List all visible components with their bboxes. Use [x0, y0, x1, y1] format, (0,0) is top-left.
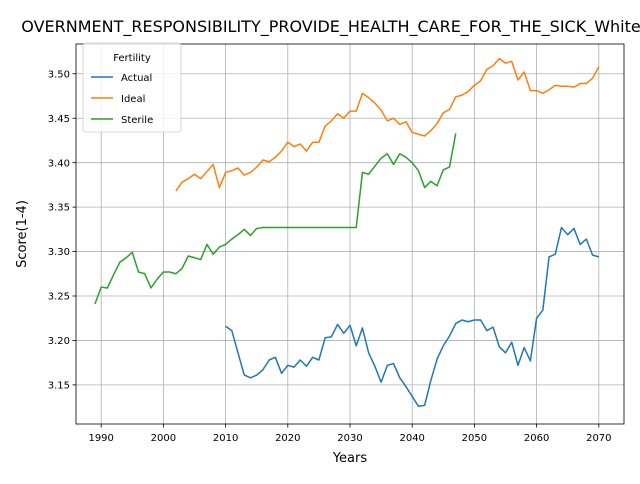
x-axis-label: Years	[332, 451, 368, 466]
y-tick-label: 3.50	[48, 69, 70, 80]
legend-label-actual: Actual	[121, 73, 152, 84]
chart-title: OVERNMENT_RESPONSIBILITY_PROVIDE_HEALTH_…	[21, 17, 640, 37]
y-tick-label: 3.35	[48, 203, 70, 214]
y-tick-label: 3.15	[48, 380, 70, 391]
x-tick-label: 1990	[88, 433, 113, 444]
x-tick-label: 2040	[399, 433, 424, 444]
legend-title: Fertility	[113, 53, 151, 64]
x-tick-label: 2050	[462, 433, 487, 444]
legend-label-sterile: Sterile	[121, 115, 153, 126]
y-tick-label: 3.20	[48, 336, 70, 347]
legend-label-ideal: Ideal	[121, 94, 145, 105]
y-axis-label: Score(1-4)	[15, 200, 30, 268]
x-tick-label: 2020	[275, 433, 300, 444]
y-tick-label: 3.30	[48, 247, 70, 258]
x-tick-label: 2000	[151, 433, 176, 444]
x-tick-label: 2070	[586, 433, 611, 444]
x-tick-label: 2030	[337, 433, 362, 444]
y-tick-label: 3.40	[48, 158, 70, 169]
legend: Fertility Actual Ideal Sterile	[83, 43, 181, 132]
x-tick-label: 2010	[213, 433, 238, 444]
x-tick-label: 2060	[524, 433, 549, 444]
y-tick-label: 3.45	[48, 114, 70, 125]
y-tick-label: 3.25	[48, 292, 70, 303]
